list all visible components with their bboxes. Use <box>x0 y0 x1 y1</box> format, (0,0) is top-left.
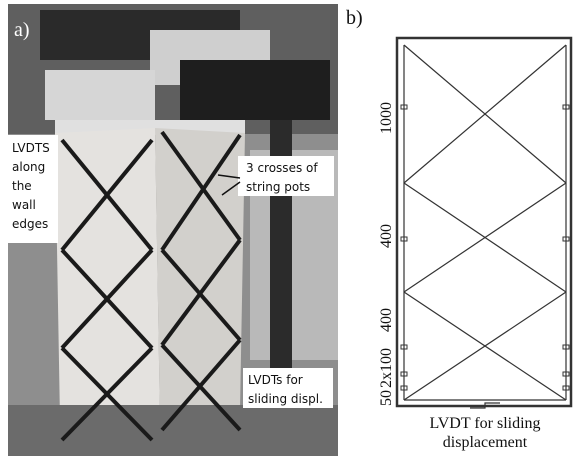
annotation-line: string pots <box>246 180 310 194</box>
panel-label: a) <box>14 19 30 41</box>
schematic <box>397 38 571 408</box>
dimensions: 1000 400 400 2x100 50 <box>378 102 395 406</box>
dimension-label: 1000 <box>378 102 395 134</box>
annotation-line: wall <box>12 198 36 212</box>
annotation-line: edges <box>12 217 48 231</box>
dimension-label: 400 <box>378 308 395 332</box>
photo <box>8 4 338 456</box>
caption: displacement <box>443 434 528 451</box>
figure: a) LVDTS along the wall edges 3 crosses of st… <box>0 0 574 460</box>
dimension-label: 2x100 <box>378 348 395 388</box>
panel-label: b) <box>346 7 363 29</box>
dimension-label: 50 <box>378 390 395 406</box>
annotation-line: 3 crosses of <box>246 161 318 175</box>
annotation-line: sliding displ. <box>248 392 323 406</box>
annotation-line: LVDTS <box>12 141 50 155</box>
dimension-label: 400 <box>378 224 395 248</box>
caption: LVDT for sliding <box>429 415 540 432</box>
annotation-line: the <box>12 179 32 193</box>
annotation-line: LVDTs for <box>248 373 303 387</box>
annotation-line: along <box>12 160 45 174</box>
